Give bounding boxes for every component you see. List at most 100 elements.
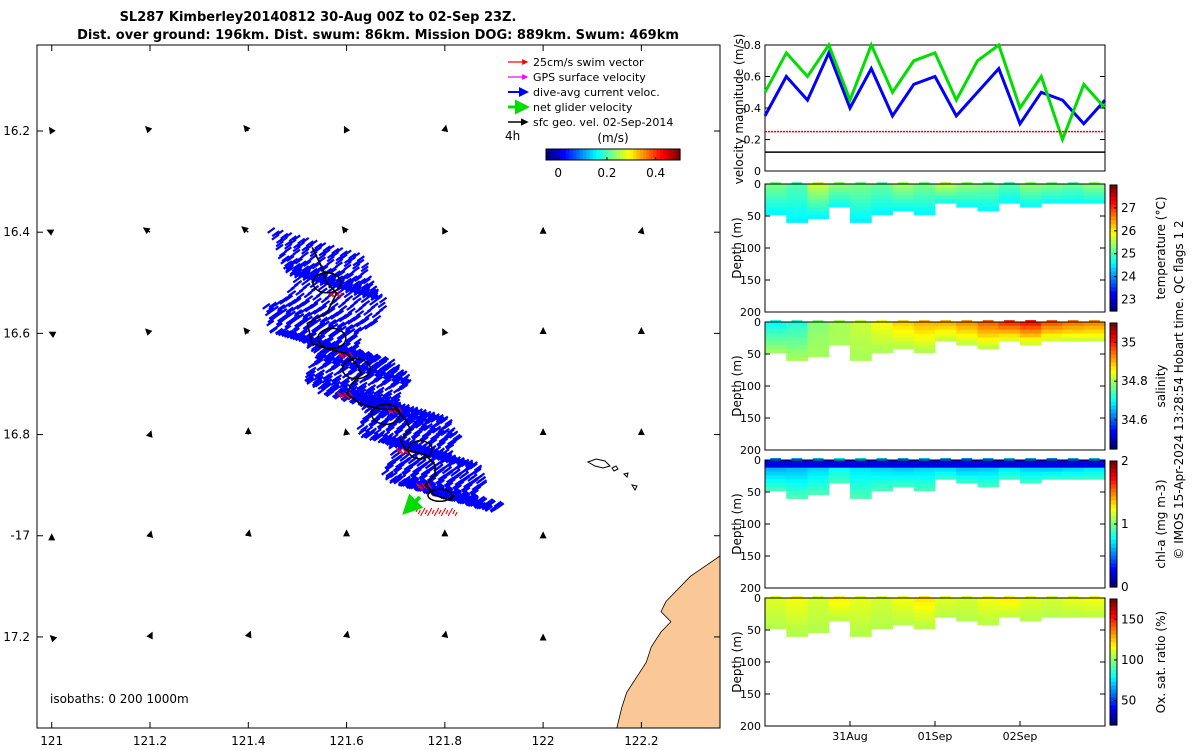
profile-cell [977,322,1000,327]
profile-cell [892,617,915,622]
profile-cell [850,345,872,350]
profile-cell [956,199,978,204]
profile-cell [850,624,872,630]
profile-cell [1083,325,1106,331]
profile-cell [828,467,851,473]
profile-cell [871,609,893,614]
profile-cell [807,467,830,473]
profile-cell [807,337,830,342]
profile-cell [871,337,893,342]
profile-cell [807,329,830,335]
profile-cell [1041,605,1063,611]
colorbar-cell [663,149,668,160]
profile-cell [892,467,915,473]
profile-colorbar-cell [1110,409,1117,415]
sfc-geo-vector [341,226,349,234]
profile-cell [913,341,936,346]
profile-colorbar-tick-label: 34.6 [1121,413,1148,427]
profile-cell [935,191,957,197]
sfc-geo-vector [637,226,645,235]
profile-cell [765,486,787,492]
profile-cell [892,191,915,197]
profile-y-tick-label: 0 [754,592,761,605]
profile-colorbar-cell [1110,433,1117,438]
profile-cell [765,598,787,603]
profile-cell [1062,475,1085,480]
profile-cell [765,624,787,630]
profile-cell [765,601,787,607]
profile-y-tick-label: 50 [747,210,761,223]
profile-y-tick-label: 0 [754,454,761,467]
profile-cell [850,214,872,220]
profile-cell [850,207,872,212]
profile-cell [913,322,936,327]
profile-cell [1020,325,1042,331]
profile-colorbar-cell [1110,583,1117,588]
profile-cell [892,329,915,335]
profile-cell [828,475,851,480]
profile-colorbar-cell [1110,279,1117,285]
profile-cell [956,203,978,208]
profile-cell [850,356,872,361]
profile-cell [871,187,893,193]
profile-cell [892,337,915,342]
profile-cell [956,475,978,480]
profile-cell [998,613,1021,618]
profile-cell [850,479,872,484]
profile-colorbar-cell [1110,717,1117,722]
profile-cell [786,490,808,496]
profile-cell [765,207,787,212]
profile-colorbar-label: chl-a (mg m-3) [1154,479,1168,568]
profile-cell [765,471,787,476]
profile-colorbar-cell [1110,370,1117,375]
profile-y-tick-label: 0 [754,178,761,191]
profile-cell [850,617,872,622]
profile-cell [977,341,1000,346]
profile-cell [871,184,893,189]
profile-cell [935,460,957,465]
profile-cell [1062,199,1085,204]
profile-cell [956,184,978,189]
profile-colorbar-cell [1110,185,1117,190]
colorbar-cell [669,149,674,160]
profile-cell [1083,322,1106,327]
profile-colorbar-cell [1110,543,1117,549]
colorbar-cell [602,149,607,160]
profile-cell [1020,613,1042,618]
profile-cell [871,207,893,212]
profile-cell [1020,460,1042,465]
profile-cell [1020,199,1042,204]
profile-cell [1041,195,1063,200]
profile-cell [956,617,978,622]
profile-cell [850,195,872,200]
profile-cell [786,609,808,614]
profile-cell [786,341,808,346]
profile-cell [1083,605,1106,611]
profile-cell [998,605,1021,611]
profile-cell [892,483,915,488]
legend-time-label: 4h [505,129,520,143]
profile-cell [998,463,1021,469]
profile-colorbar-tick-label: 35 [1121,335,1136,349]
profile-cell [913,199,936,204]
profile-colorbar-cell [1110,358,1117,363]
profile-y-tick-label: 50 [747,624,761,637]
profile-cell [892,601,915,607]
profile-colorbar-cell [1110,334,1117,340]
profile-cell [871,479,893,484]
profile-cell [956,191,978,197]
profile-cell [1083,467,1106,473]
profile-cell [850,463,872,469]
colorbar-cell [606,149,611,160]
profile-cell [850,613,872,618]
profile-cell [913,195,936,200]
profile-colorbar-cell [1110,192,1117,198]
profile-cell [998,333,1021,338]
profile-cell [913,207,936,212]
profile-colorbar-cell [1110,405,1117,411]
profile-cell [1062,322,1085,327]
profile-cell [807,475,830,480]
profile-colorbar-cell [1110,535,1117,541]
profile-cell [786,184,808,189]
profile-cell [807,210,830,216]
